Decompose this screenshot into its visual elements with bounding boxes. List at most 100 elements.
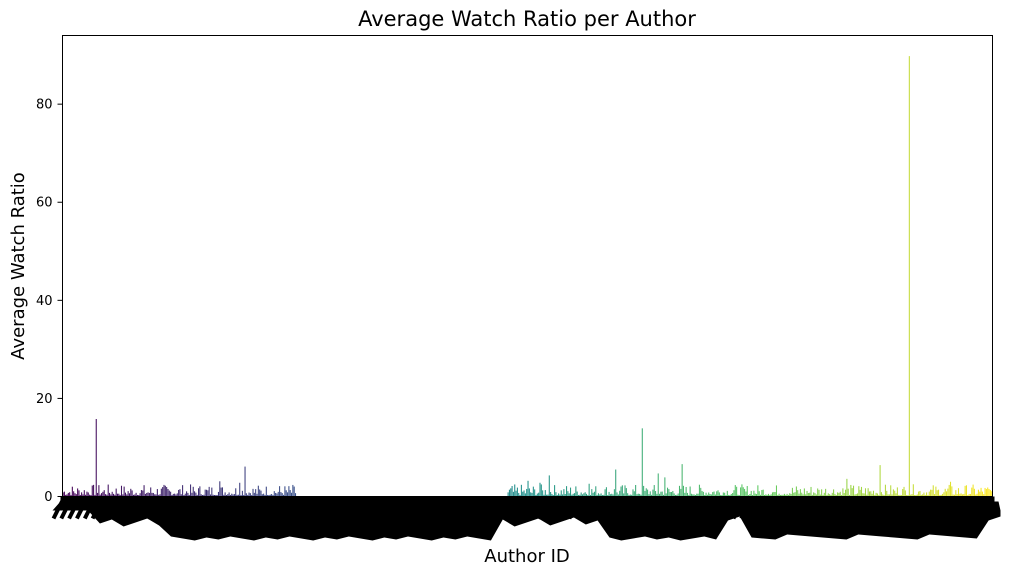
bar — [817, 488, 819, 497]
bar — [740, 487, 742, 497]
y-tick-label: 0 — [44, 490, 52, 505]
bar — [134, 494, 136, 497]
bar — [150, 487, 152, 497]
bar — [983, 494, 985, 497]
bar — [285, 490, 287, 497]
bar — [629, 494, 631, 497]
bar — [625, 488, 627, 497]
bar — [179, 489, 181, 497]
bar — [632, 489, 634, 497]
bar — [589, 494, 591, 497]
bar — [891, 494, 893, 497]
x-tick-label — [75, 499, 88, 520]
bar — [184, 493, 186, 497]
bar — [69, 492, 71, 497]
bar — [79, 494, 81, 497]
bar — [576, 491, 578, 497]
bar — [952, 494, 954, 497]
bar — [617, 494, 619, 497]
bar — [94, 494, 96, 497]
chart-title: Average Watch Ratio per Author — [358, 7, 696, 31]
bar — [779, 494, 781, 497]
bar — [826, 494, 828, 497]
bar — [198, 488, 200, 497]
bar — [653, 485, 655, 497]
x-tick-label — [575, 499, 588, 520]
bar — [252, 488, 254, 497]
bar — [835, 495, 837, 497]
bar — [508, 489, 510, 497]
bar — [267, 494, 269, 497]
bar — [87, 492, 89, 497]
bar — [534, 489, 536, 497]
bar — [967, 495, 969, 497]
bar — [628, 494, 630, 497]
bar — [261, 494, 263, 497]
bar — [665, 493, 667, 497]
bar — [600, 493, 602, 497]
bar — [821, 489, 823, 497]
bar — [850, 484, 852, 497]
bar — [818, 489, 820, 497]
bar — [842, 488, 844, 497]
bar — [968, 493, 970, 497]
x-tick-label — [192, 499, 205, 520]
x-tick-label — [145, 499, 159, 520]
bar — [176, 493, 178, 497]
bar — [728, 494, 730, 497]
x-tick-label — [122, 499, 135, 520]
x-tick-label — [708, 499, 721, 520]
bar — [192, 486, 194, 497]
bar — [167, 489, 169, 497]
plot-frame — [62, 35, 993, 497]
bar — [710, 494, 712, 497]
bar — [567, 491, 569, 497]
x-tick-label — [98, 499, 112, 520]
bar — [989, 489, 991, 497]
bar — [765, 494, 767, 497]
bar — [227, 494, 229, 497]
x-tick-label — [153, 499, 166, 520]
bar — [580, 492, 582, 497]
bar — [579, 494, 581, 497]
bar — [674, 494, 677, 497]
bar — [782, 494, 784, 497]
bar — [896, 487, 898, 497]
bar — [560, 490, 562, 497]
bar — [668, 489, 670, 497]
bar — [680, 488, 682, 497]
bar — [593, 491, 595, 497]
bar — [876, 493, 878, 497]
x-tick-label — [598, 499, 612, 520]
bar — [946, 491, 948, 497]
bar — [574, 493, 576, 497]
x-tick-label — [684, 499, 698, 520]
bar — [718, 492, 720, 497]
bar — [257, 485, 259, 497]
bar — [657, 473, 659, 497]
bar — [732, 493, 734, 497]
bar — [959, 493, 961, 497]
bar — [551, 493, 553, 497]
bar — [233, 494, 235, 497]
bar — [247, 494, 249, 497]
bar — [523, 490, 525, 497]
bar — [644, 490, 646, 497]
bar — [162, 487, 164, 497]
bar — [522, 491, 524, 497]
bar — [660, 491, 662, 497]
bar — [888, 494, 890, 497]
x-tick-label — [755, 499, 768, 520]
bar — [645, 488, 647, 497]
bar — [655, 491, 657, 497]
bar — [651, 494, 653, 497]
bar — [813, 492, 815, 497]
bar — [757, 485, 759, 497]
bar — [291, 492, 293, 497]
x-tick-label — [176, 499, 190, 520]
bar — [938, 489, 940, 497]
bar — [717, 490, 719, 497]
bar — [868, 491, 870, 497]
bar — [942, 493, 944, 497]
bar — [538, 492, 540, 497]
